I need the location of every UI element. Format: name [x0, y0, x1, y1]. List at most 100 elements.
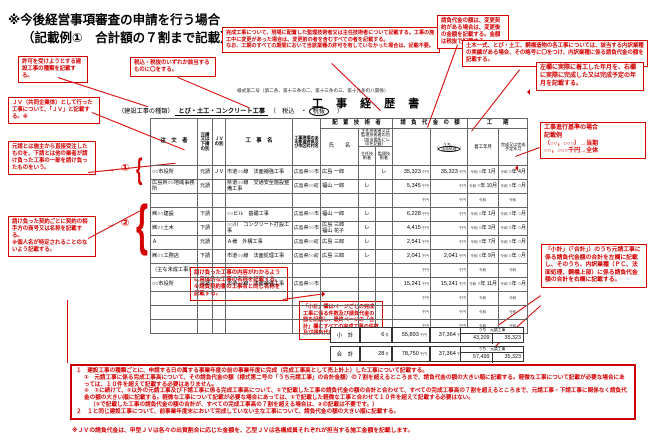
- cell-shunin-check: レ: [358, 207, 376, 223]
- era-label: 令和: [470, 170, 478, 175]
- arrow-glyph: →: [106, 219, 115, 229]
- unit-label: 千円: [458, 295, 466, 300]
- col-header-amount: 請 負 代 金 の 額: [392, 118, 468, 129]
- callout-contract: 請け負った契約ごとに契約の相手方の商号又は名称を記載する。 ※個人名が特定される…: [8, 216, 96, 258]
- cell-moto: 元請: [197, 235, 213, 251]
- cell-client: ○○市役所: [150, 165, 198, 181]
- total-moto-amount: 57,499: [461, 353, 493, 363]
- era-label: 令和: [500, 240, 508, 245]
- cell-shunin-check: [358, 291, 376, 307]
- cell-jv: [212, 221, 226, 237]
- tax-option-open: （ 税込 ・: [269, 108, 307, 115]
- cell-client: [150, 193, 198, 209]
- total-count-value: 28: [378, 351, 385, 357]
- era-label: 令和: [500, 254, 508, 259]
- leader-line: [67, 300, 68, 363]
- col-header-amount-main: [392, 127, 431, 167]
- total-label: 合 計: [330, 346, 360, 362]
- work-history-table: 注 文 者 元請又は下請の別 ＪＶの別 工 事 名 工事現場のある都道府県及び市…: [150, 117, 529, 335]
- cell-start-date: 令和○年 9月: [466, 249, 500, 265]
- unit-label: 千円: [421, 183, 429, 188]
- breakdown-value: 35,323: [440, 168, 458, 175]
- amount-value: 2,541: [406, 238, 421, 245]
- cell-amount: 5,345千円: [392, 179, 431, 195]
- col-header-period: 工 期: [466, 118, 529, 129]
- cell-amount: 35,323千円: [392, 165, 431, 181]
- table-row: Ａ 元請 Ａ様 外構工事 広島県○○町 広島 三郎 レ 2,541千円 千円 令…: [150, 235, 529, 251]
- cell-client: ㈱○○工務店: [150, 249, 198, 265]
- cell-client: [150, 305, 198, 321]
- cell-amount: 千円: [392, 193, 431, 209]
- breakdown-prefix: うち、: [442, 141, 456, 147]
- arrow-left-icon: [524, 89, 530, 95]
- era-label: 令和: [470, 240, 478, 245]
- work-type-label: （建設工事の種類）: [118, 108, 174, 115]
- finish-value: ○年 ○月: [508, 183, 526, 190]
- cell-client: Ａ: [150, 235, 198, 251]
- callout-jv: ＪＶ（共同企業体）として行った工事について、「ＪＶ」と記載する。※: [8, 97, 100, 125]
- cell-engineer: 福山 一郎: [320, 207, 359, 223]
- unit-label: 千円: [458, 253, 466, 258]
- table-row: 千円 千円 令和 令和: [150, 291, 529, 307]
- group-marker-2: ②: [121, 218, 130, 229]
- note-line: ２ １と同じ建設工事について、前事業年度末において完成していない主な工事について…: [76, 408, 400, 415]
- cell-finish-date: 令和○年 ○月: [498, 221, 529, 237]
- cell-moto: 下請: [197, 207, 213, 223]
- notes-box: １ 建設工事の種類ごとに、申請する日の属する事業年度の前の事業年度に完成（完成工…: [70, 364, 636, 420]
- era-label: 令和: [500, 282, 508, 287]
- era-label: 令和: [500, 212, 508, 217]
- cell-finish-date: 令和○年 ○月: [498, 249, 529, 265]
- jv-footnote: ※ＪＶの請負代金は、甲型ＪＶは各々の出資割合に応じた金額を、乙型ＪＶは各構成員そ…: [72, 428, 414, 434]
- page-title-line1: ※今後経営事項審査の申請を行う場合: [8, 13, 221, 27]
- leader-line: [426, 44, 458, 128]
- form-reference: 様式第二号（第二条、第十三条の二、第十三条の三、第十九条の八関係）: [237, 88, 389, 93]
- col-header-engineer: 配 置 技 術 者: [320, 118, 393, 129]
- unit-label: 千円: [458, 169, 466, 174]
- finish-value: ○年 ○月: [508, 253, 526, 260]
- table-row: ○○市役所 元請 ＪＶ 市道○○線 法面補強工事 広島県○○市 広島 一郎 レ …: [150, 165, 529, 181]
- cell-amount: 6,228千円: [392, 207, 431, 223]
- unit-label: 千円: [421, 169, 429, 174]
- page-title: ※今後経営事項審査の申請を行う場合 （記載例① 合計額の７割まで記載）: [8, 12, 233, 47]
- start-value: ○年 1月: [478, 211, 496, 218]
- cell-amount: 千円: [392, 263, 431, 279]
- cell-engineer: 福山 一郎: [320, 179, 359, 195]
- cell-jv: [212, 235, 226, 251]
- cell-work-name: [225, 263, 293, 279]
- unit-label: 千円: [419, 332, 427, 337]
- cell-finish-date: 令和○年 ○月: [498, 179, 529, 195]
- work-type-line: （建設工事の種類） とび・土工・コンクリート工事 （ 税込 ・ 税抜 ）: [118, 106, 343, 116]
- col-header-jv: ＪＶの別: [212, 117, 226, 167]
- amount-value: 15,241: [403, 280, 421, 287]
- callout-period: 左欄に実際に着工した年月を、右欄に実際に完成した又は完成予定の年月を記載する。: [536, 62, 644, 92]
- unit-label: 千円: [458, 239, 466, 244]
- subtotal-moto-amount: 43,209: [461, 334, 493, 344]
- cell-amount: 2,541千円: [392, 235, 431, 251]
- era-label: 令和: [500, 184, 508, 189]
- moto-group-label: うち 元請工事: [461, 347, 523, 353]
- col-header-engineer-type: 主任技術者又は監理技術者の別（該当箇所にレ印を記載）: [358, 127, 393, 148]
- cell-amount: 2,041千円: [392, 249, 431, 265]
- cell-kanri-check: [375, 277, 393, 293]
- table-row: （主な未成工事） 千円 千円 令和 令和: [150, 263, 529, 279]
- total-count: 28 件: [360, 346, 392, 362]
- page-title-line2: （記載例① 合計額の７割まで記載）: [22, 30, 233, 45]
- callout-breakdown: 土木一式、とび・土工、鋼構造物の各工事については、該当する内訳業種の実績がある場…: [462, 40, 648, 68]
- cell-shunin-check: レ: [358, 221, 376, 237]
- start-value: ○年 7月: [478, 239, 496, 246]
- table-row: ㈱○○建設 下請 ○○ビル 基礎工事 広島県○○市 福山 一郎 レ 6,228千…: [150, 207, 529, 223]
- col-header-moto: 元請又は下請の別: [197, 117, 213, 167]
- cell-work-name: 県道○○線 交通安全施設整備工事: [225, 179, 293, 195]
- era-label: 令和: [470, 254, 478, 259]
- cell-amount-breakdown: 35,323千円: [430, 165, 468, 181]
- unit-label: 千円: [421, 295, 429, 300]
- cell-shunin-check: レ: [358, 235, 376, 251]
- cell-jv: [212, 305, 226, 321]
- cell-start-date: 令和: [466, 291, 500, 307]
- arrow-glyph: →: [106, 164, 115, 174]
- cell-amount-breakdown: 千円: [430, 179, 468, 195]
- cell-place: 広島県○○市: [292, 207, 321, 223]
- cell-shunin-check: レ: [358, 179, 376, 195]
